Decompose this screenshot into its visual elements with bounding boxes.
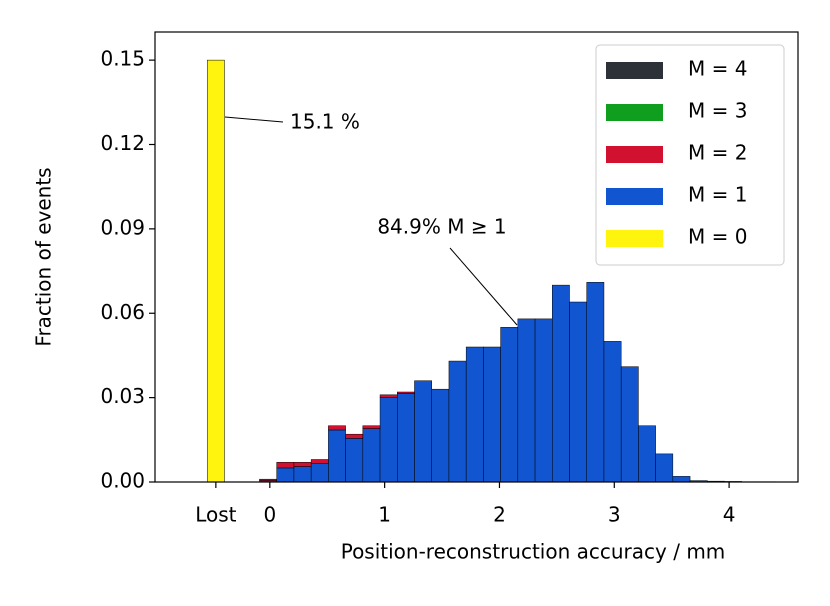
bar [638, 426, 655, 482]
bar [673, 476, 690, 482]
bar [311, 460, 328, 464]
bar [501, 327, 518, 482]
bar [380, 398, 397, 482]
x-tick-label: 1 [378, 503, 391, 527]
x-tick-label: 3 [608, 503, 621, 527]
legend-label: M = 2 [688, 141, 747, 165]
x-tick-label: Lost [195, 503, 236, 527]
bar [570, 302, 587, 482]
bar [587, 282, 604, 482]
y-tick-label: 0.15 [100, 47, 145, 71]
annotation-line [450, 248, 517, 325]
bar [259, 479, 276, 480]
bar [294, 462, 311, 466]
legend-swatch [606, 146, 663, 163]
bar [346, 434, 363, 438]
bar [207, 60, 224, 482]
x-tick-label: 4 [723, 503, 736, 527]
bar [277, 462, 294, 468]
bar [621, 367, 638, 482]
y-tick-label: 0.12 [100, 131, 145, 155]
bar [328, 426, 345, 430]
y-axis-label: Fraction of events [32, 167, 56, 346]
bar [328, 430, 345, 482]
y-tick-label: 0.03 [100, 384, 145, 408]
x-axis-label: Position-reconstruction accuracy / mm [341, 540, 726, 564]
legend-label: M = 3 [688, 99, 747, 123]
bar [311, 464, 328, 482]
y-tick-label: 0.09 [100, 215, 145, 239]
bar [363, 429, 380, 482]
annotation: 84.9% M ≥ 1 [377, 215, 506, 239]
bar [552, 285, 569, 482]
bar [466, 347, 483, 482]
y-tick-label: 0.00 [100, 469, 145, 493]
legend-label: M = 4 [688, 57, 747, 81]
bar [656, 454, 673, 482]
legend-swatch [606, 62, 663, 79]
y-tick-label: 0.06 [100, 300, 145, 324]
bar [449, 361, 466, 482]
legend-label: M = 0 [688, 225, 747, 249]
bar [432, 389, 449, 482]
bar [277, 468, 294, 482]
legend-swatch [606, 230, 663, 247]
annotation-line [225, 117, 283, 122]
bar [380, 395, 397, 398]
bar [518, 319, 535, 482]
bar [604, 341, 621, 482]
bar [397, 393, 414, 482]
bar [483, 347, 500, 482]
legend-swatch [606, 188, 663, 205]
bar [397, 392, 414, 393]
bar [535, 319, 552, 482]
bar [363, 426, 380, 429]
bar [294, 467, 311, 482]
x-tick-label: 0 [263, 503, 276, 527]
legend-swatch [606, 104, 663, 121]
annotation: 15.1 % [290, 110, 360, 134]
x-tick-label: 2 [493, 503, 506, 527]
bar [414, 381, 431, 482]
bar [346, 438, 363, 482]
legend-label: M = 1 [688, 183, 747, 207]
